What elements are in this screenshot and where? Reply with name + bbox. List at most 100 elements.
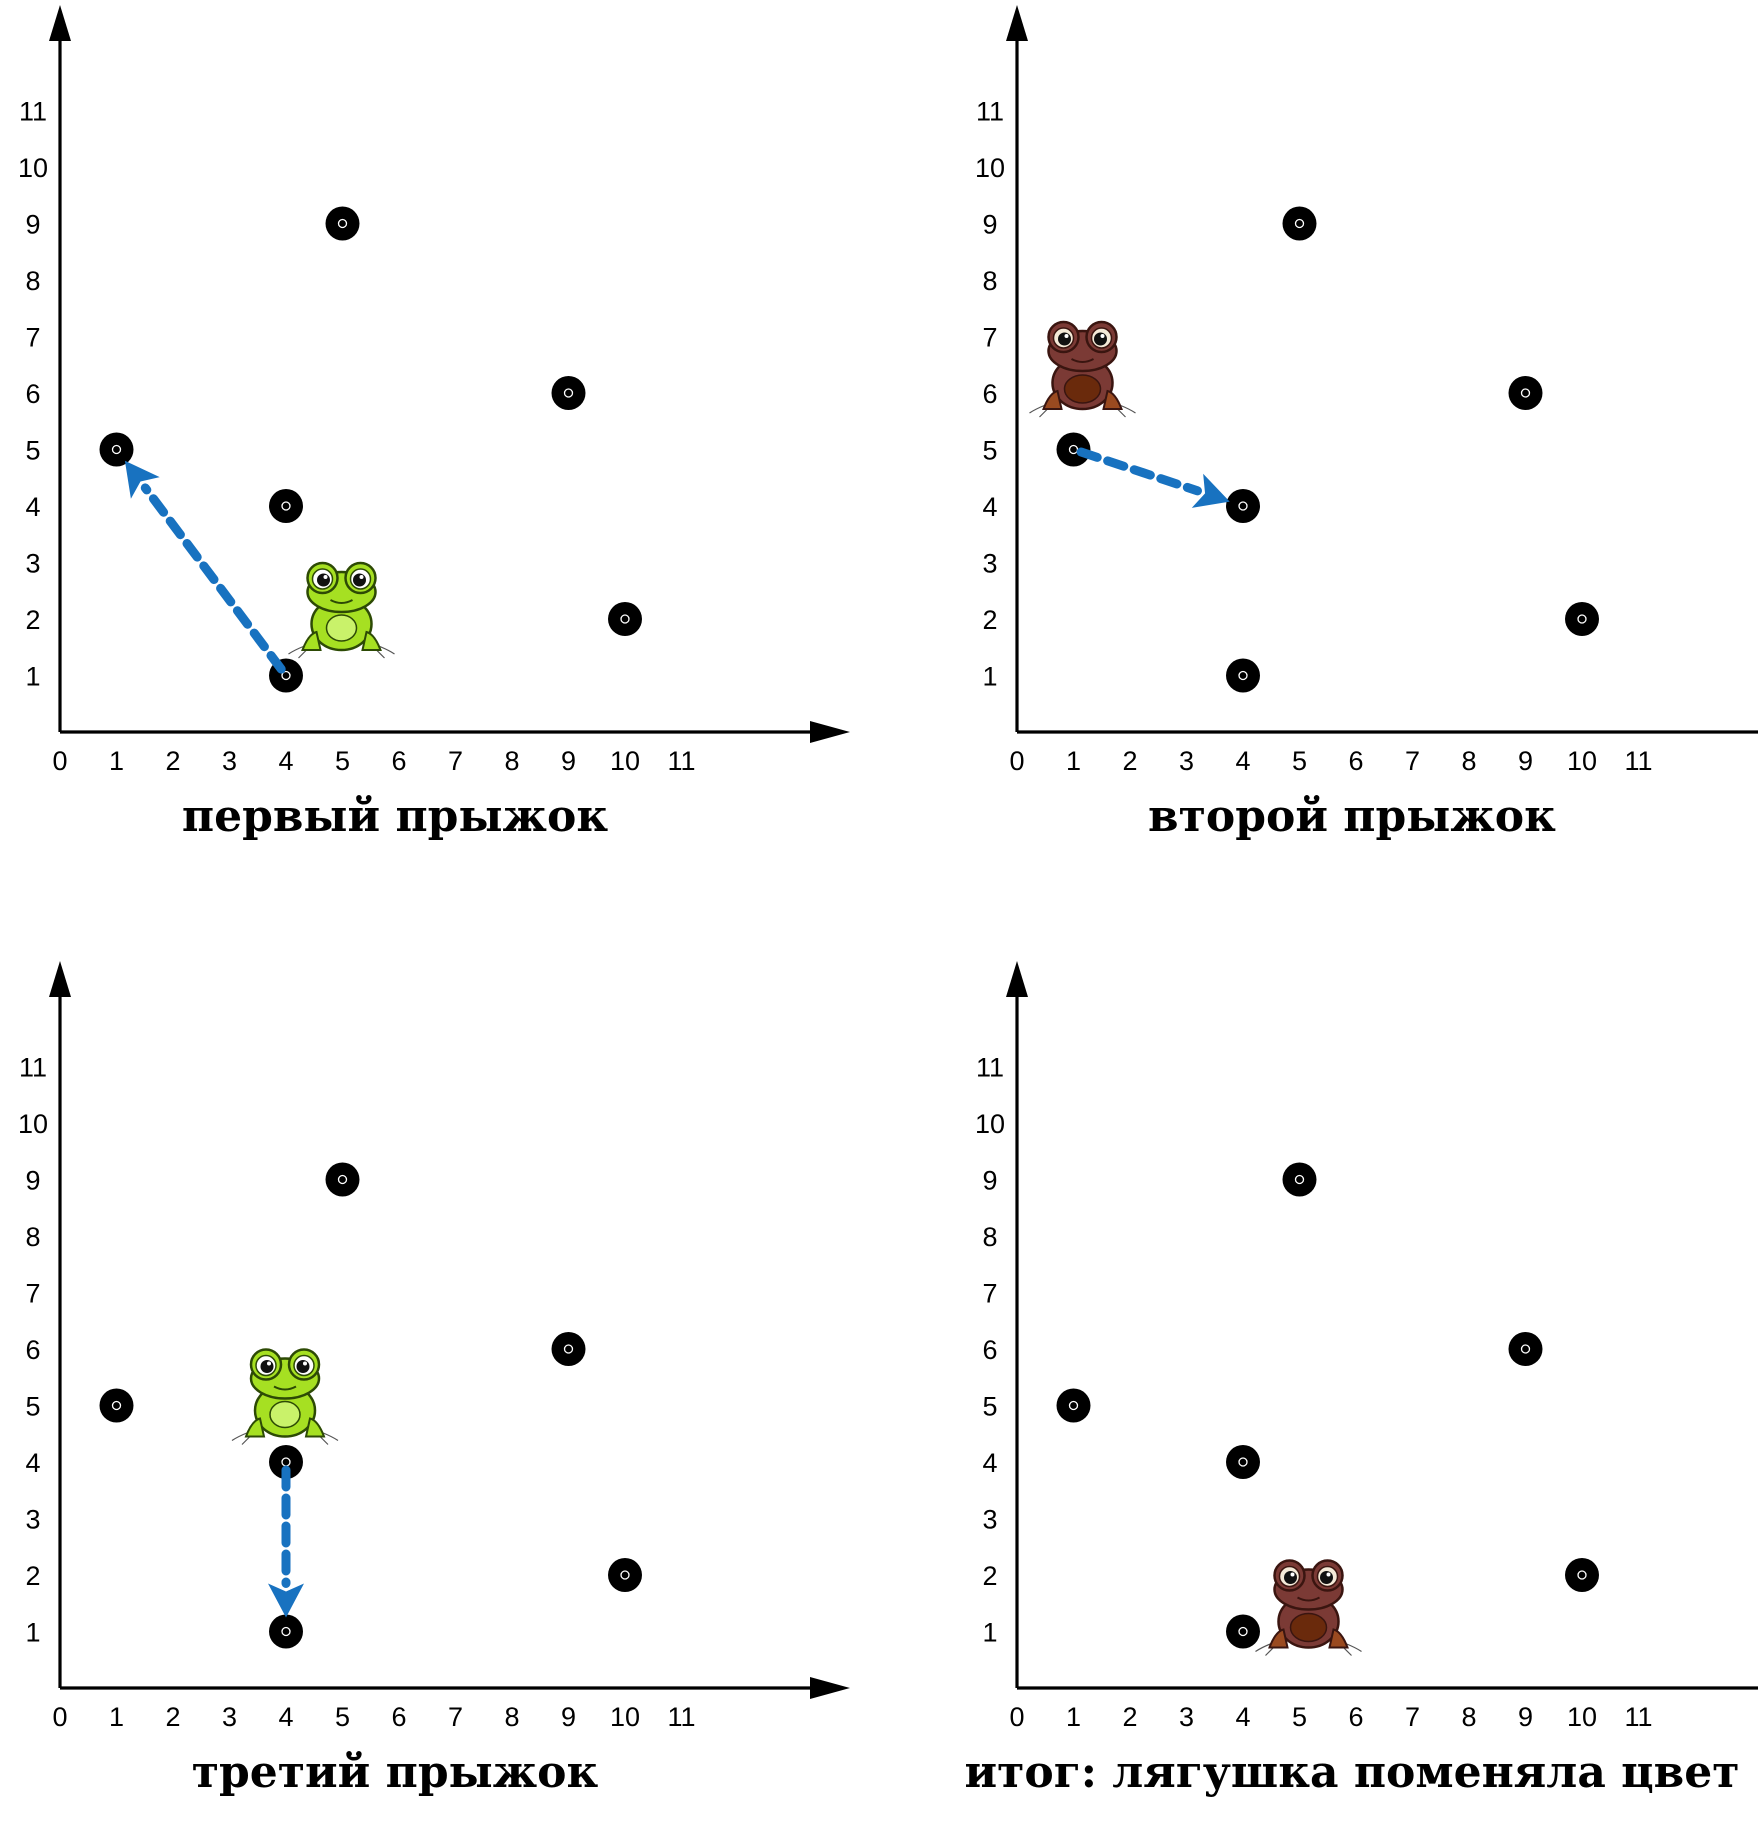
point-marker	[1565, 1558, 1599, 1592]
y-tick-label: 5	[982, 1392, 997, 1422]
y-tick-label: 6	[25, 1335, 40, 1365]
point-marker	[1056, 1388, 1091, 1423]
x-axis-arrow-icon	[810, 721, 850, 743]
y-axis-arrow-icon	[1006, 5, 1028, 41]
x-tick-label: 4	[278, 746, 293, 776]
jump-arrow	[124, 460, 286, 674]
x-tick-label: 2	[165, 1702, 180, 1732]
y-tick-label: 2	[982, 1561, 997, 1591]
x-tick-label: 3	[222, 746, 237, 776]
x-tick-label: 8	[1461, 1702, 1476, 1732]
x-tick-label: 4	[1235, 746, 1250, 776]
frog-green-icon	[287, 561, 396, 660]
y-tick-label: 11	[19, 97, 47, 127]
frog-brown-icon	[1028, 320, 1137, 419]
x-tick-label: 1	[109, 1702, 124, 1732]
x-tick-label: 6	[391, 746, 406, 776]
x-tick-label: 4	[278, 1702, 293, 1732]
y-tick-label: 11	[976, 1053, 1004, 1083]
y-axis-arrow-icon	[49, 961, 71, 997]
y-tick-label: 1	[982, 1618, 997, 1648]
x-tick-label: 11	[667, 1702, 695, 1732]
point-marker	[1226, 658, 1260, 693]
point-marker	[269, 1614, 303, 1649]
x-tick-label: 0	[1009, 1702, 1024, 1732]
y-tick-label: 10	[18, 153, 48, 183]
point-marker	[608, 602, 642, 636]
point-marker	[325, 1162, 360, 1197]
point-marker	[551, 376, 586, 410]
x-tick-label: 9	[561, 746, 576, 776]
x-tick-label: 8	[504, 1702, 519, 1732]
point-marker	[1565, 602, 1599, 636]
x-tick-label: 9	[1518, 1702, 1533, 1732]
x-tick-label: 5	[335, 1702, 350, 1732]
x-tick-label: 0	[52, 746, 67, 776]
frog-brown-icon	[1254, 1559, 1363, 1657]
frog-green-icon	[230, 1348, 340, 1446]
y-tick-label: 1	[25, 1618, 40, 1648]
point-marker	[1226, 1614, 1260, 1649]
y-tick-label: 7	[25, 1279, 40, 1309]
x-tick-label: 6	[391, 1702, 406, 1732]
panel-caption: второй прыжок	[1148, 791, 1556, 842]
y-tick-label: 10	[975, 1109, 1005, 1139]
x-tick-label: 10	[610, 746, 640, 776]
x-tick-label: 7	[1405, 746, 1420, 776]
panel-caption: первый прыжок	[182, 791, 608, 842]
x-tick-label: 3	[1179, 1702, 1194, 1732]
x-tick-label: 10	[1567, 1702, 1597, 1732]
y-tick-label: 3	[982, 549, 997, 579]
x-tick-label: 3	[1179, 746, 1194, 776]
jump-arrow	[268, 1465, 304, 1618]
point-marker	[1508, 376, 1543, 410]
y-tick-label: 1	[982, 662, 997, 692]
x-tick-label: 5	[1292, 746, 1307, 776]
x-tick-label: 11	[1624, 1702, 1652, 1732]
x-tick-label: 0	[1009, 746, 1024, 776]
y-tick-label: 6	[982, 1335, 997, 1365]
x-tick-label: 6	[1348, 746, 1363, 776]
y-tick-label: 1	[25, 662, 40, 692]
x-tick-label: 9	[561, 1702, 576, 1732]
y-tick-label: 11	[976, 97, 1004, 127]
point-marker	[1282, 206, 1317, 241]
x-tick-label: 7	[448, 746, 463, 776]
jump-arrowhead-icon	[124, 460, 160, 499]
x-tick-label: 11	[667, 746, 695, 776]
x-tick-label: 0	[52, 1702, 67, 1732]
jump-arrowhead-icon	[268, 1583, 304, 1618]
y-tick-label: 10	[975, 153, 1005, 183]
panel-caption: итог: лягушка поменяла цвет	[965, 1747, 1740, 1798]
x-tick-label: 11	[1624, 746, 1652, 776]
y-tick-label: 4	[25, 1448, 40, 1478]
x-tick-label: 7	[1405, 1702, 1420, 1732]
x-tick-label: 5	[335, 746, 350, 776]
y-tick-label: 11	[19, 1053, 47, 1083]
point-marker	[1226, 489, 1260, 523]
x-tick-label: 10	[1567, 746, 1597, 776]
y-tick-label: 5	[25, 436, 40, 466]
y-tick-label: 7	[982, 323, 997, 353]
point-marker	[325, 206, 360, 241]
x-tick-label: 8	[1461, 746, 1476, 776]
point-marker	[1508, 1332, 1543, 1366]
y-tick-label: 3	[25, 1505, 40, 1535]
y-tick-label: 8	[982, 1222, 997, 1252]
y-axis-arrow-icon	[49, 5, 71, 41]
y-tick-label: 6	[25, 379, 40, 409]
point-marker	[608, 1558, 642, 1592]
x-axis-arrow-icon	[810, 1677, 850, 1699]
point-marker	[99, 1388, 134, 1423]
jump-arrowhead-icon	[1191, 473, 1230, 508]
jump-arrow	[1076, 447, 1230, 508]
x-tick-label: 4	[1235, 1702, 1250, 1732]
y-tick-label: 3	[25, 549, 40, 579]
x-tick-label: 1	[109, 746, 124, 776]
y-tick-label: 8	[25, 266, 40, 296]
point-marker	[1226, 1445, 1260, 1479]
